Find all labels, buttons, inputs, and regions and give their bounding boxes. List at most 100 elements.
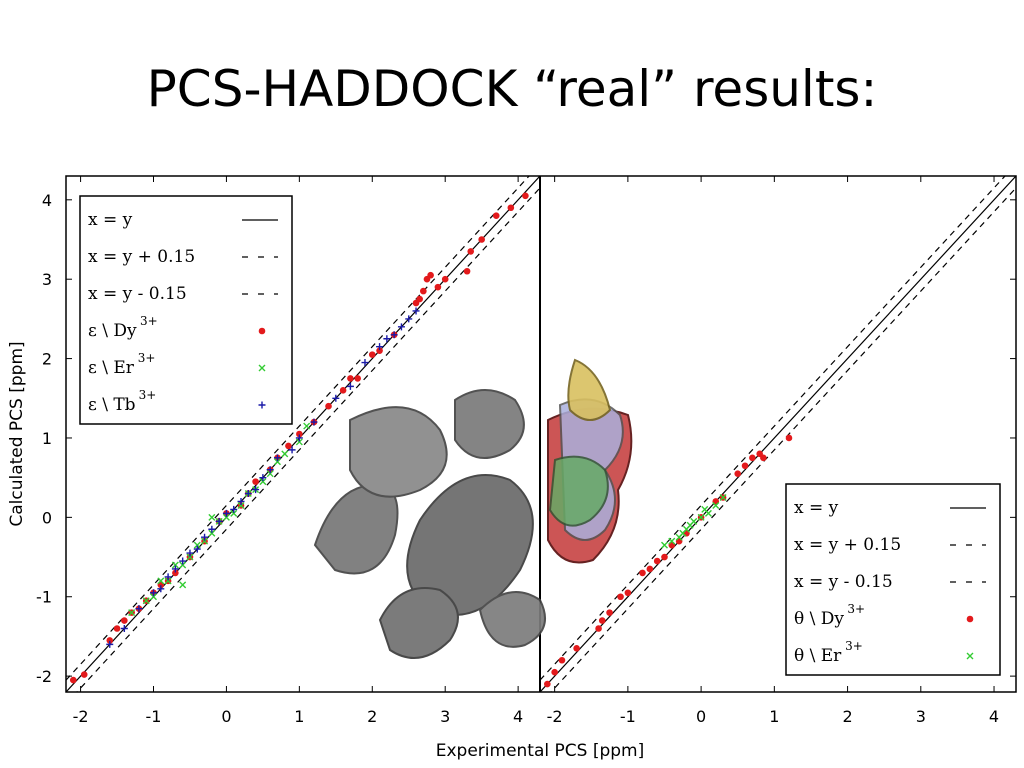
- data-point-tb: [244, 490, 252, 498]
- data-point-dy: [617, 593, 624, 601]
- data-point-er: [712, 501, 720, 509]
- data-point-dy: [106, 637, 114, 644]
- data-point-dy: [376, 347, 383, 354]
- data-point-er: [259, 478, 267, 486]
- x-tick-label: 4: [513, 707, 523, 726]
- data-point-tb: [288, 446, 296, 454]
- data-point-tb: [259, 474, 267, 482]
- data-point-dy: [558, 656, 566, 664]
- data-point-tb: [179, 557, 187, 565]
- data-point-tb: [208, 525, 216, 533]
- legend-box: [79, 195, 293, 425]
- y-tick-label: 3: [42, 270, 52, 289]
- data-point-dy: [368, 351, 376, 358]
- data-point-tb: [295, 434, 303, 442]
- data-point-er: [266, 470, 274, 478]
- data-point-dy: [741, 462, 749, 470]
- legend-marker-x: [966, 652, 974, 660]
- data-point-tb: [332, 394, 340, 402]
- data-point-dy: [544, 680, 551, 688]
- data-point-er: [208, 513, 216, 521]
- data-point-tb: [230, 505, 238, 513]
- data-point-dy: [285, 442, 292, 450]
- data-point-tb: [171, 565, 179, 573]
- data-point-dy: [624, 589, 632, 597]
- data-point-er: [701, 505, 709, 513]
- data-point-er: [303, 422, 311, 430]
- x-tick-label: 1: [294, 707, 304, 726]
- data-point-er: [679, 529, 687, 537]
- x-tick-label: 3: [440, 707, 450, 726]
- data-point-dy: [172, 569, 179, 577]
- x-tick-label: -2: [73, 707, 89, 726]
- data-point-dy: [427, 271, 434, 279]
- legend-sup: 3+: [140, 314, 158, 328]
- data-point-er: [222, 513, 230, 521]
- y-tick-label: -2: [36, 667, 52, 686]
- y-tick-label: 2: [42, 350, 52, 369]
- legend-marker-plus: [258, 401, 266, 409]
- legend-label: x = y - 0.15: [88, 284, 187, 304]
- x-tick-label: 0: [696, 707, 706, 726]
- data-point-dy: [734, 470, 742, 477]
- data-point-tb: [266, 466, 274, 474]
- legend-box: [785, 483, 1001, 676]
- x-tick-label: 0: [221, 707, 231, 726]
- legend-label: ε \ Er: [88, 358, 135, 378]
- data-point-tb: [215, 517, 223, 525]
- data-point-dy: [595, 625, 602, 632]
- data-point-tb: [135, 605, 143, 613]
- data-point-dy: [416, 295, 423, 303]
- x-tick-label: -1: [146, 707, 162, 726]
- x-tick-label: -1: [620, 707, 636, 726]
- data-point-tb: [164, 573, 172, 581]
- legend-marker-dot: [258, 327, 266, 335]
- data-point-tb: [237, 497, 245, 505]
- data-point-er: [273, 458, 281, 466]
- x-tick-label: 4: [989, 707, 999, 726]
- data-point-er: [660, 541, 668, 549]
- data-point-tb: [273, 454, 281, 462]
- data-point-tb: [222, 509, 230, 517]
- data-point-dy: [252, 478, 259, 485]
- legend-label: θ \ Er: [794, 646, 842, 666]
- data-point-tb: [120, 624, 128, 632]
- data-point-dy: [646, 565, 654, 573]
- data-point-tb: [376, 343, 384, 351]
- ref-line-1-2: [550, 187, 1016, 692]
- data-point-er: [128, 609, 136, 617]
- data-point-er: [186, 553, 194, 561]
- protein-structure-colored: [547, 358, 633, 564]
- ref-line-0-1: [66, 176, 530, 681]
- data-point-er: [697, 513, 705, 521]
- data-point-dy: [441, 275, 449, 283]
- x-tick-label: -2: [547, 707, 563, 726]
- legend-label: x = y + 0.15: [794, 535, 901, 555]
- data-point-dy: [347, 375, 354, 382]
- data-point-dy: [785, 434, 793, 442]
- y-tick-label: -1: [36, 588, 52, 607]
- data-point-tb: [346, 382, 354, 390]
- data-point-tb: [361, 359, 369, 367]
- data-point-er: [179, 581, 187, 589]
- data-point-dy: [639, 569, 646, 577]
- data-point-dy: [551, 668, 558, 676]
- data-point-tb: [186, 549, 194, 557]
- data-point-dy: [463, 267, 471, 275]
- data-point-tb: [390, 331, 398, 339]
- ref-line-0-2: [76, 187, 540, 692]
- legend-label: ε \ Dy: [88, 321, 137, 341]
- data-point-dy: [573, 645, 580, 652]
- data-point-dy: [80, 671, 88, 678]
- legend-marker-dot: [966, 615, 974, 623]
- data-point-tb: [157, 585, 165, 593]
- legend-sup: 3+: [138, 351, 156, 365]
- data-point-tb: [397, 323, 405, 331]
- data-point-tb: [383, 335, 391, 343]
- data-point-er: [171, 561, 179, 569]
- x-tick-label: 2: [367, 707, 377, 726]
- y-tick-label: 1: [42, 429, 52, 448]
- legend-label: ε \ Tb: [88, 395, 136, 415]
- y-tick-label: 0: [42, 508, 52, 527]
